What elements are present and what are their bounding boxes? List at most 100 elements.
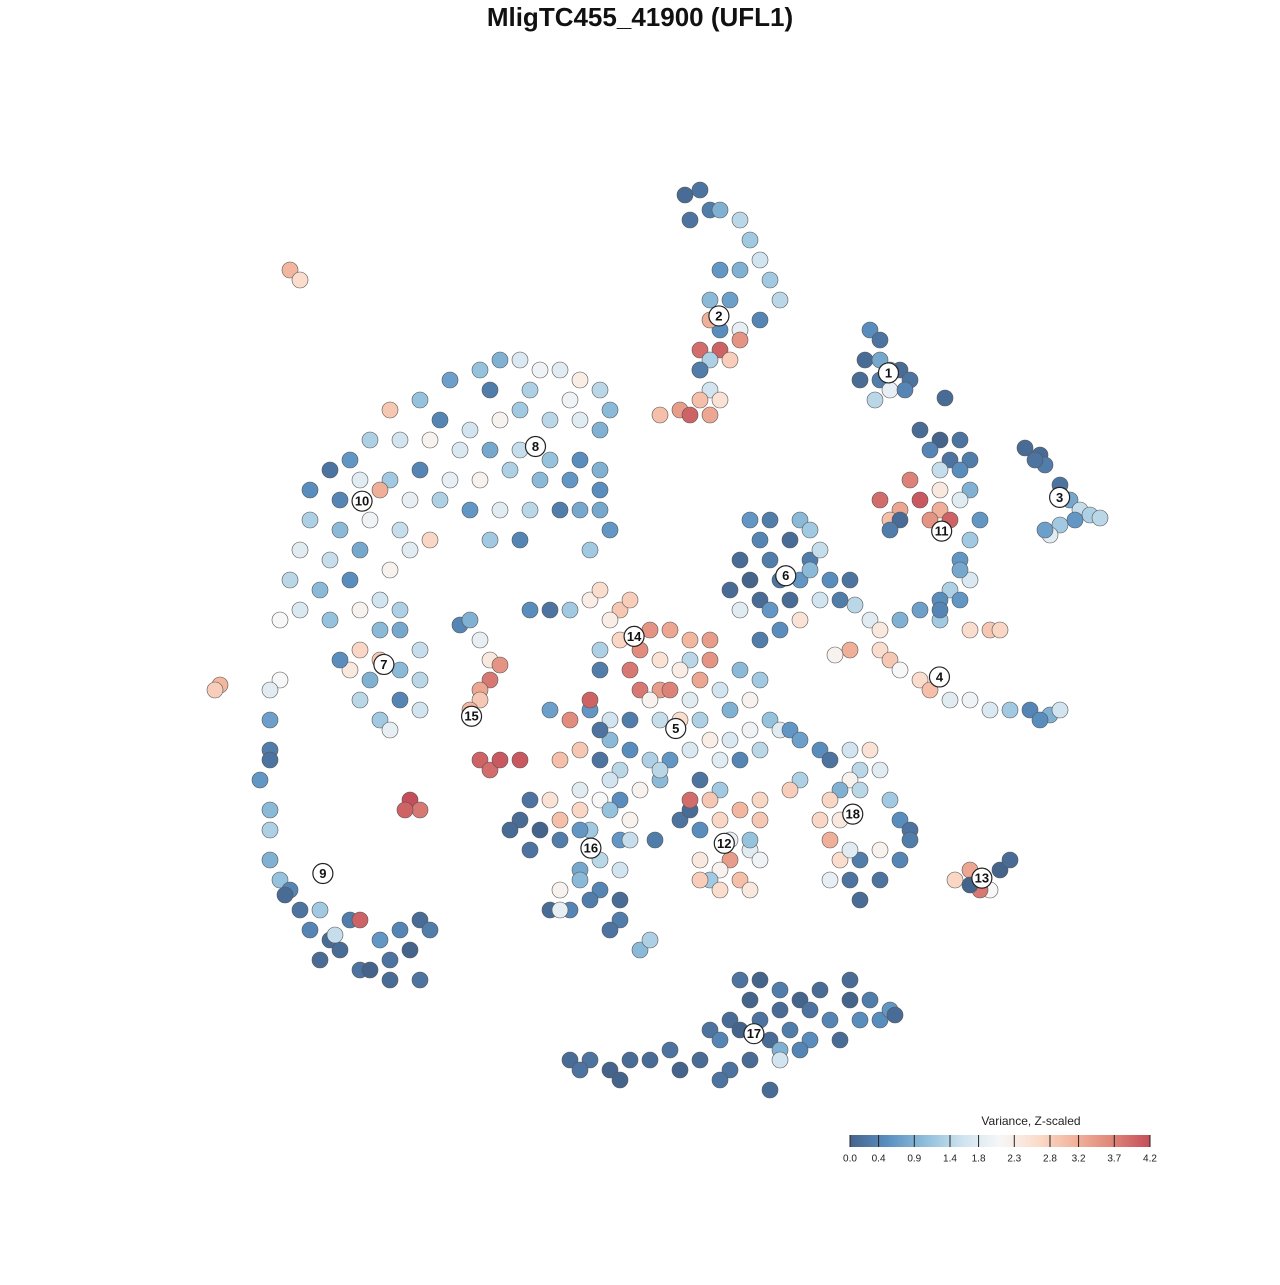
point — [801, 521, 819, 539]
point — [801, 1031, 819, 1049]
point — [511, 531, 529, 549]
point — [621, 711, 639, 729]
point — [591, 421, 609, 439]
point — [711, 881, 729, 899]
point — [711, 391, 729, 409]
point — [621, 741, 639, 759]
cluster-label-badge — [351, 490, 373, 512]
point — [741, 511, 759, 529]
point — [461, 501, 479, 519]
point — [711, 1071, 729, 1089]
point — [671, 811, 689, 829]
point — [491, 501, 509, 519]
point — [351, 471, 369, 489]
point — [1091, 509, 1109, 527]
point — [561, 471, 579, 489]
point — [941, 691, 959, 709]
point — [581, 891, 599, 909]
point — [631, 941, 649, 959]
point — [761, 1081, 779, 1099]
point — [961, 691, 979, 709]
point — [881, 381, 899, 399]
point — [751, 811, 769, 829]
point — [551, 831, 569, 849]
point — [731, 801, 749, 819]
point — [601, 401, 619, 419]
point — [281, 261, 299, 279]
point — [646, 831, 664, 849]
point — [826, 646, 844, 664]
point — [851, 1011, 869, 1029]
point — [781, 1021, 799, 1039]
point — [821, 1011, 839, 1029]
cluster-label-badge — [877, 362, 900, 384]
point — [711, 811, 729, 829]
point — [831, 851, 849, 869]
point — [381, 951, 399, 969]
point — [1001, 851, 1019, 869]
point — [591, 581, 609, 599]
point — [261, 751, 279, 769]
point — [481, 671, 499, 689]
point — [911, 601, 929, 619]
point — [551, 751, 569, 769]
point — [341, 451, 359, 469]
point — [391, 601, 409, 619]
point — [1031, 711, 1049, 729]
point — [461, 611, 479, 629]
point — [741, 881, 759, 899]
point — [741, 571, 759, 589]
point — [741, 691, 759, 709]
chart-title: MligTC455_41900 (UFL1) — [487, 2, 793, 32]
point — [971, 511, 989, 529]
point — [471, 631, 489, 649]
point — [911, 491, 929, 509]
point — [961, 531, 979, 549]
point — [931, 501, 949, 519]
point — [946, 871, 964, 889]
point — [691, 851, 709, 869]
point — [676, 186, 694, 204]
point — [341, 571, 359, 589]
point — [631, 781, 649, 799]
point — [951, 561, 969, 579]
point — [721, 581, 739, 599]
point — [471, 471, 489, 489]
colorbar-tick-label: 1.8 — [972, 1154, 986, 1165]
point — [691, 361, 709, 379]
point — [601, 801, 619, 819]
point — [691, 181, 709, 199]
point — [856, 351, 874, 369]
point — [481, 381, 499, 399]
point — [271, 671, 289, 689]
point — [491, 351, 509, 369]
point — [571, 741, 589, 759]
point — [681, 791, 699, 809]
point — [871, 1011, 889, 1029]
point — [351, 641, 369, 659]
point — [581, 591, 599, 609]
point — [741, 991, 759, 1009]
point — [911, 671, 929, 689]
point — [561, 711, 579, 729]
point — [681, 406, 699, 424]
point — [671, 1061, 689, 1079]
point — [701, 406, 719, 424]
point — [511, 401, 529, 419]
point — [741, 231, 759, 249]
point — [351, 541, 369, 559]
point — [851, 891, 869, 909]
point — [711, 201, 729, 219]
cluster-label-badge — [524, 435, 547, 458]
points — [206, 181, 1109, 1099]
point — [321, 551, 339, 569]
point — [831, 1031, 849, 1049]
cluster-label: 1 — [885, 365, 892, 380]
colorbar-tick-label: 1.4 — [943, 1154, 957, 1165]
point — [721, 731, 739, 749]
cluster-label-badge — [373, 653, 395, 676]
point — [641, 751, 659, 769]
point — [751, 971, 769, 989]
cluster-label-badge — [971, 867, 993, 889]
point — [1016, 439, 1034, 457]
